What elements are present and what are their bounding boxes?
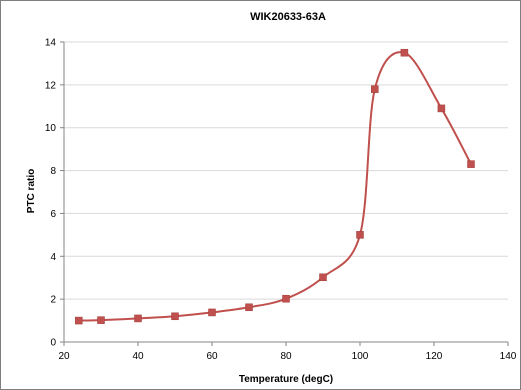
y-tick-label-2: 2 — [50, 295, 56, 306]
y-tick-label-12: 12 — [45, 80, 57, 91]
x-tick-labels: 20 40 60 80 100 120 140 — [58, 351, 516, 362]
x-axis-label: Temperature (degC) — [239, 374, 333, 385]
y-tick-label-6: 6 — [50, 209, 56, 220]
y-tick-label-4: 4 — [50, 252, 56, 263]
data-point-2 — [134, 314, 142, 323]
data-point-4 — [208, 308, 216, 317]
x-tick-label-100: 100 — [352, 351, 369, 362]
data-point-1 — [97, 316, 105, 324]
data-point-3 — [171, 312, 179, 321]
axes — [60, 41, 509, 346]
x-tick-label-20: 20 — [58, 351, 70, 362]
y-tick-label-14: 14 — [45, 38, 57, 49]
series-line-0 — [78, 51, 472, 322]
data-point-10 — [400, 48, 409, 57]
data-point-12 — [467, 160, 475, 168]
y-tick-label-0: 0 — [50, 338, 56, 349]
y-tick-label-8: 8 — [50, 166, 56, 177]
x-tick-label-120: 120 — [426, 351, 443, 362]
x-tick-label-80: 80 — [280, 351, 292, 362]
data-point-9 — [371, 85, 379, 93]
y-axis-label: PTC ratio — [26, 169, 37, 213]
data-point-8 — [356, 231, 364, 239]
chart-title: WIK20633-63A — [250, 11, 326, 23]
x-tick-label-140: 140 — [500, 351, 517, 362]
y-tick-labels: 0 2 4 6 8 10 12 14 — [45, 38, 57, 349]
x-tick-label-40: 40 — [132, 351, 144, 362]
data-point-11 — [437, 104, 446, 113]
x-tick-label-60: 60 — [206, 351, 218, 362]
data-point-6 — [282, 294, 290, 303]
data-point-5 — [245, 303, 253, 312]
y-tick-label-10: 10 — [45, 123, 57, 134]
data-point-7 — [319, 273, 327, 282]
data-point-0 — [75, 316, 83, 325]
gridlines — [64, 41, 508, 300]
series — [75, 48, 475, 325]
